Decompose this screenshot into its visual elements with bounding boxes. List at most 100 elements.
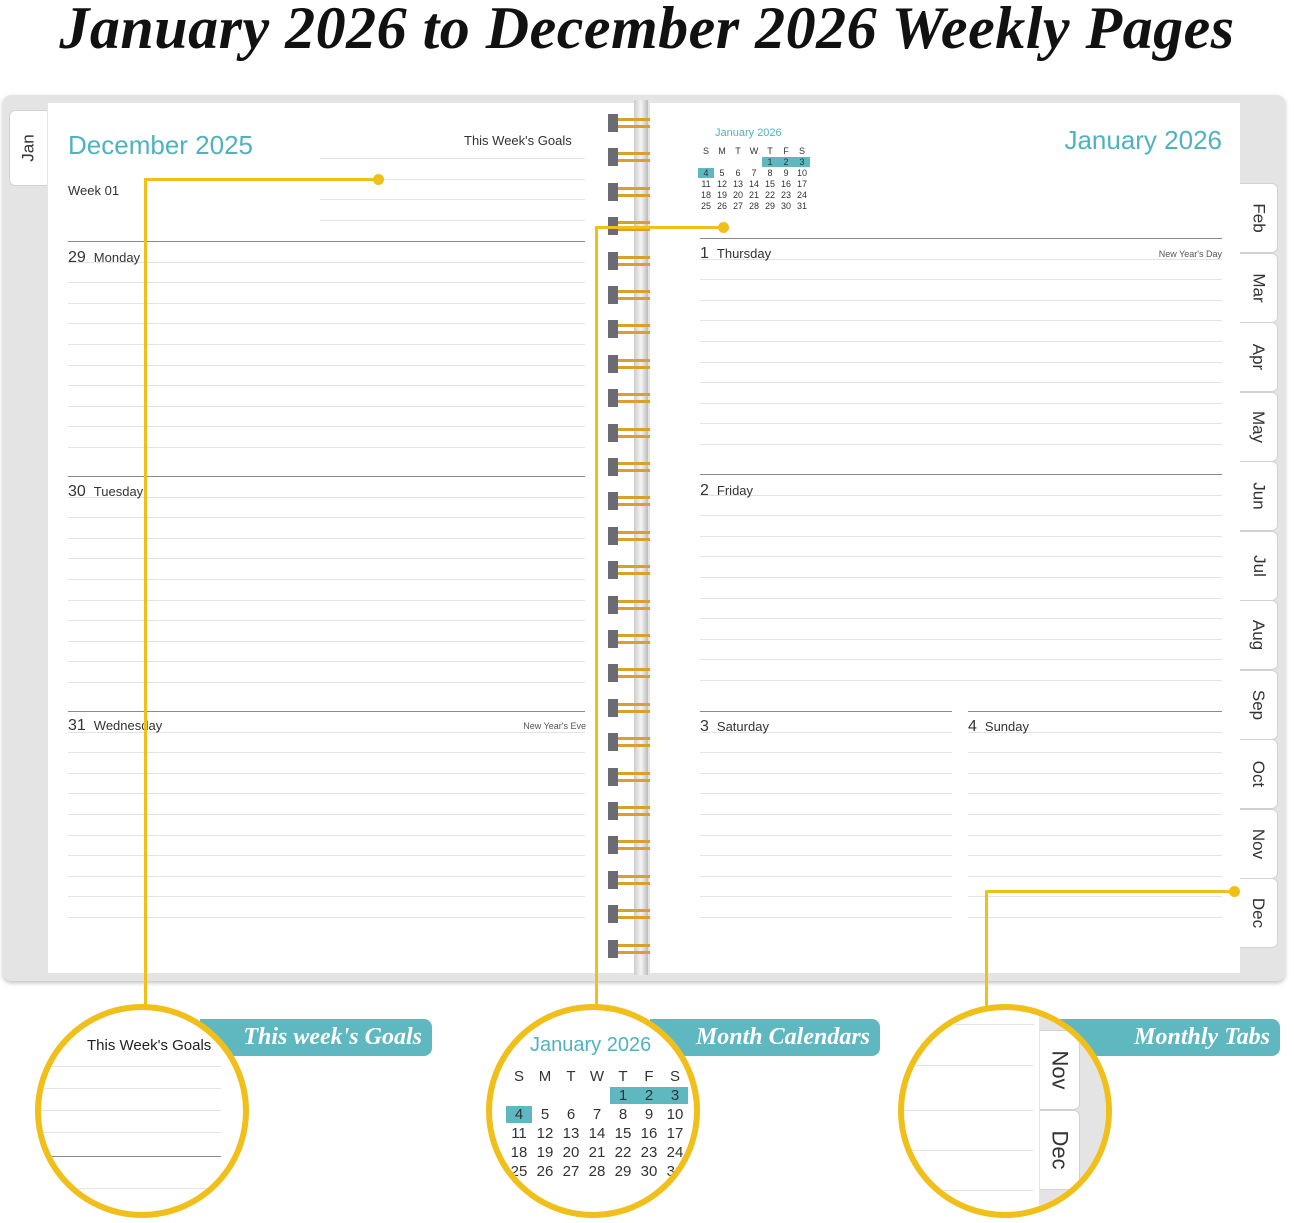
writing-line	[68, 682, 585, 683]
tab-feb[interactable]: Feb	[1240, 183, 1278, 253]
writing-line	[68, 302, 585, 304]
day-divider	[68, 241, 585, 242]
tab-apr[interactable]: Apr	[1240, 322, 1278, 392]
calendar-day: 1	[610, 1087, 636, 1104]
callout-dot	[373, 174, 384, 185]
writing-line	[68, 364, 585, 366]
writing-line	[968, 731, 1222, 733]
writing-line	[700, 382, 1222, 384]
writing-line	[700, 341, 1222, 342]
tab-aug[interactable]: Aug	[1240, 600, 1278, 670]
writing-line	[68, 834, 585, 836]
tab-nov[interactable]: Nov	[1240, 808, 1278, 879]
month-title: December 2025	[68, 130, 253, 160]
calendar-day: 6	[735, 168, 741, 178]
writing-line	[68, 752, 585, 754]
writing-line	[68, 814, 585, 815]
day-divider	[68, 476, 585, 477]
day-name: Wednesday	[93, 718, 163, 733]
calendar-day: 6	[566, 1106, 576, 1123]
zoom-goals-text: This Week's Goals	[87, 1037, 212, 1054]
calendar-day: 7	[592, 1106, 602, 1123]
day-header: 29 Monday	[68, 249, 140, 267]
tab-dec[interactable]: Dec	[1240, 878, 1278, 948]
right-page: January 2026 S M T W T F S 1 2 3 4 5 6 7 8 9 10 11 12 13 14 1…	[650, 103, 1240, 973]
callout-line	[144, 178, 378, 181]
writing-line	[700, 535, 1222, 537]
day-number: 31	[68, 717, 86, 734]
calendar-day: 27	[562, 1163, 580, 1180]
tab-jun[interactable]: Jun	[1240, 461, 1278, 531]
tab-jan[interactable]: Jan	[9, 110, 47, 186]
calendar-day: 19	[536, 1144, 554, 1161]
writing-line	[968, 855, 1222, 857]
weekday-label: F	[783, 146, 789, 156]
calendar-day: 21	[588, 1144, 606, 1161]
writing-line	[68, 496, 585, 498]
writing-line	[700, 577, 1222, 578]
zoom-circle-tabs: Nov Dec	[898, 1004, 1112, 1218]
day-number: 4	[968, 718, 977, 735]
calendar-day: 12	[716, 179, 727, 189]
writing-line	[68, 517, 585, 519]
writing-line	[700, 361, 1222, 363]
calendar-day: 5	[540, 1106, 550, 1123]
day-header: 30 Tuesday	[68, 483, 143, 501]
writing-line	[968, 793, 1222, 795]
writing-line	[68, 772, 585, 774]
calendar-day: 27	[732, 201, 743, 211]
callout-line	[595, 226, 723, 229]
tab-label: Dec	[1249, 897, 1269, 929]
calendar-day	[532, 1087, 558, 1104]
calendar-day: 16	[640, 1125, 658, 1142]
weekday-label: T	[566, 1068, 576, 1085]
writing-line	[700, 444, 1222, 445]
calendar-day: 30	[640, 1163, 658, 1180]
writing-line	[700, 659, 1222, 661]
writing-line	[700, 772, 952, 774]
callout-dot	[1229, 886, 1240, 897]
weekday-label: S	[798, 146, 805, 156]
tab-label: Apr	[1249, 343, 1269, 371]
callout-label-calendars: Month Calendars	[650, 1019, 880, 1056]
day-number: 29	[68, 249, 86, 266]
writing-line	[968, 834, 1222, 836]
writing-line	[68, 855, 585, 857]
holiday-label: New Year's Eve	[523, 721, 586, 731]
writing-line	[968, 772, 1222, 774]
weekday-label: W	[589, 1068, 605, 1085]
tab-sep[interactable]: Sep	[1240, 669, 1278, 740]
callout-line	[985, 890, 988, 1008]
tab-label: Jul	[1249, 554, 1269, 577]
writing-line	[68, 447, 585, 448]
tab-jul[interactable]: Jul	[1240, 530, 1278, 601]
writing-line	[968, 917, 1222, 918]
writing-line	[68, 620, 585, 622]
tab-label: Jan	[18, 134, 38, 162]
weekday-label: S	[702, 146, 709, 156]
mini-calendar: S M T W T F S 1 2 3 4 5 6 7 8 9 10 11 12 13 14 15 16 17 18 19 20 21…	[698, 146, 810, 211]
writing-line	[68, 599, 585, 601]
tab-oct[interactable]: Oct	[1240, 739, 1278, 809]
callout-dot	[718, 222, 729, 233]
calendar-day: 29	[764, 201, 775, 211]
tab-label: Sep	[1249, 689, 1269, 720]
tab-mar[interactable]: Mar	[1240, 252, 1278, 323]
writing-line	[700, 875, 952, 877]
tab-may[interactable]: May	[1240, 391, 1278, 462]
writing-line	[700, 299, 1222, 301]
calendar-day	[746, 157, 762, 167]
writing-line	[968, 752, 1222, 754]
writing-line	[68, 896, 585, 898]
calendar-day	[714, 157, 730, 167]
weekday-label: T	[618, 1068, 628, 1085]
calendar-day: 11	[701, 179, 711, 189]
calendar-day: 8	[767, 168, 773, 178]
callout-line	[595, 226, 598, 1008]
calendar-day: 20	[732, 190, 743, 200]
day-number: 3	[700, 718, 709, 735]
goal-line	[320, 158, 585, 159]
writing-line	[700, 638, 1222, 640]
calendar-day: 24	[666, 1144, 684, 1161]
zoom-circle-calendar: January 2026 S M T W T F S 1 2 3 4 5 6 7 8 9 10 11 12 13 14 1…	[486, 1004, 700, 1218]
